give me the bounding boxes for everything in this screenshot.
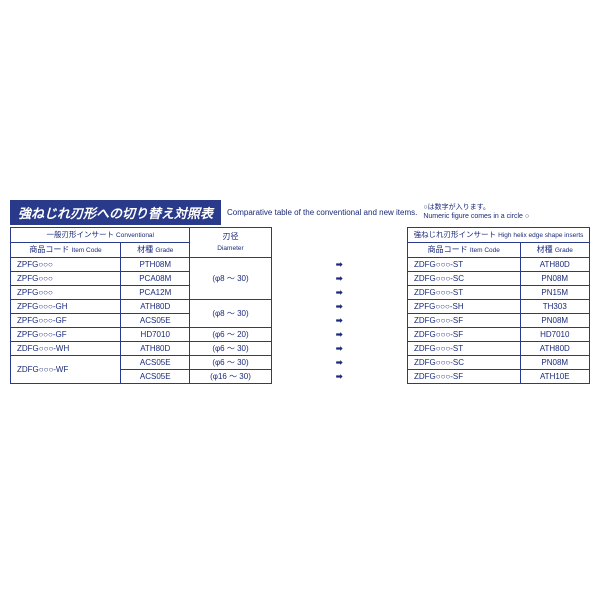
cell-code-right: ZDFG○○○-SF [408, 314, 521, 328]
header-row-groups: 一般刃形インサート Conventional 刃径Diameter 強ねじれ刃形… [11, 228, 590, 243]
cell-grade-left: ACS05E [121, 314, 190, 328]
cell-grade-right: ATH10E [520, 370, 589, 384]
cell-grade-right: PN08M [520, 314, 589, 328]
arrow-icon: ➡ [271, 300, 407, 314]
cell-code-left: ZPFG○○○-GH [11, 300, 121, 314]
note-line-1: ○は数字が入ります。 [423, 204, 529, 212]
cell-diameter: (φ8 ～ 30) [190, 300, 271, 328]
arrow-icon: ➡ [271, 258, 407, 272]
header-grade-left: 材種 Grade [121, 243, 190, 258]
cell-code-left: ZPFG○○○ [11, 258, 121, 272]
table-row: ZPFG○○○PTH08M(φ8 ～ 30)➡ZDFG○○○-STATH80D [11, 258, 590, 272]
cell-code-right: ZPFG○○○-SH [408, 300, 521, 314]
title-row: 強ねじれ刃形への切り替え対照表 Comparative table of the… [10, 200, 590, 225]
cell-diameter: (φ6 ～ 30) [190, 342, 271, 356]
cell-diameter: (φ6 ～ 20) [190, 328, 271, 342]
cell-grade-right: TH303 [520, 300, 589, 314]
table-container: 強ねじれ刃形への切り替え対照表 Comparative table of the… [10, 200, 590, 384]
table-row: ZPFG○○○-GFHD7010(φ6 ～ 20)➡ZDFG○○○-SFHD70… [11, 328, 590, 342]
note-line-2: Numeric figure comes in a circle ○ [423, 213, 529, 221]
cell-grade-left: PTH08M [121, 258, 190, 272]
header-diameter: 刃径Diameter [190, 228, 271, 258]
cell-code-right: ZDFG○○○-SC [408, 356, 521, 370]
cell-code-left: ZPFG○○○-GF [11, 314, 121, 328]
header-grade-right: 材種 Grade [520, 243, 589, 258]
cell-code-left: ZPFG○○○-GF [11, 328, 121, 342]
cell-grade-right: PN08M [520, 356, 589, 370]
cell-code-right: ZDFG○○○-ST [408, 286, 521, 300]
cell-grade-left: ACS05E [121, 356, 190, 370]
arrow-icon: ➡ [271, 342, 407, 356]
cell-code-left: ZPFG○○○ [11, 272, 121, 286]
table-row: ZPFG○○○PCA08M ➡ZDFG○○○-SCPN08M [11, 272, 590, 286]
comparison-table: 一般刃形インサート Conventional 刃径Diameter 強ねじれ刃形… [10, 227, 590, 384]
cell-grade-right: PN08M [520, 272, 589, 286]
cell-code-right: ZDFG○○○-ST [408, 258, 521, 272]
cell-grade-right: ATH80D [520, 258, 589, 272]
cell-grade-left: ACS05E [121, 370, 190, 384]
cell-code-left: ZDFG○○○-WF [11, 356, 121, 384]
title-bar: 強ねじれ刃形への切り替え対照表 [10, 200, 221, 225]
cell-grade-left: PCA12M [121, 286, 190, 300]
cell-diameter: (φ6 ～ 30) [190, 356, 271, 370]
table-row: ZDFG○○○-WFACS05E(φ6 ～ 30)➡ZDFG○○○-SCPN08… [11, 356, 590, 370]
cell-code-right: ZDFG○○○-SC [408, 272, 521, 286]
header-highhelix: 強ねじれ刃形インサート High helix edge shape insert… [408, 228, 590, 243]
cell-grade-left: HD7010 [121, 328, 190, 342]
arrow-icon: ➡ [271, 328, 407, 342]
cell-grade-right: ATH80D [520, 342, 589, 356]
table-row: ZDFG○○○-WHATH80D(φ6 ～ 30)➡ZDFG○○○-STATH8… [11, 342, 590, 356]
cell-code-right: ZDFG○○○-ST [408, 342, 521, 356]
cell-grade-left: ATH80D [121, 300, 190, 314]
subtitle: Comparative table of the conventional an… [227, 208, 417, 217]
header-arrow-gap [271, 228, 407, 258]
cell-code-left: ZDFG○○○-WH [11, 342, 121, 356]
header-code-right: 商品コード Item Code [408, 243, 521, 258]
table-row: ZPFG○○○PCA12M ➡ZDFG○○○-STPN15M [11, 286, 590, 300]
cell-code-right: ZDFG○○○-SF [408, 370, 521, 384]
header-code-left: 商品コード Item Code [11, 243, 121, 258]
cell-diameter: (φ16 ～ 30) [190, 370, 271, 384]
arrow-icon: ➡ [271, 356, 407, 370]
table-row: ZPFG○○○-GHATH80D(φ8 ～ 30)➡ZPFG○○○-SHTH30… [11, 300, 590, 314]
cell-grade-left: ATH80D [121, 342, 190, 356]
table-row: ZPFG○○○-GFACS05E ➡ZDFG○○○-SFPN08M [11, 314, 590, 328]
arrow-icon: ➡ [271, 370, 407, 384]
table-body: ZPFG○○○PTH08M(φ8 ～ 30)➡ZDFG○○○-STATH80DZ… [11, 258, 590, 384]
note-box: ○は数字が入ります。 Numeric figure comes in a cir… [423, 204, 529, 221]
cell-grade-right: PN15M [520, 286, 589, 300]
cell-code-right: ZDFG○○○-SF [408, 328, 521, 342]
arrow-icon: ➡ [271, 272, 407, 286]
arrow-icon: ➡ [271, 286, 407, 300]
cell-code-left: ZPFG○○○ [11, 286, 121, 300]
arrow-icon: ➡ [271, 314, 407, 328]
header-conventional: 一般刃形インサート Conventional [11, 228, 190, 243]
cell-grade-right: HD7010 [520, 328, 589, 342]
cell-diameter: (φ8 ～ 30) [190, 258, 271, 300]
cell-grade-left: PCA08M [121, 272, 190, 286]
